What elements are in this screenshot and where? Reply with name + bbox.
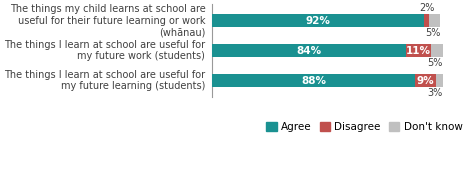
Bar <box>415 74 436 87</box>
Bar <box>424 14 429 27</box>
Text: 5%: 5% <box>425 28 440 38</box>
Bar <box>212 14 424 27</box>
Bar <box>436 74 443 87</box>
Text: 92%: 92% <box>306 16 331 26</box>
Text: 88%: 88% <box>301 76 326 86</box>
Bar <box>212 74 415 87</box>
Legend: Agree, Disagree, Don't know: Agree, Disagree, Don't know <box>262 118 467 136</box>
Text: 9%: 9% <box>417 76 434 86</box>
Text: 5%: 5% <box>427 58 443 68</box>
Text: 2%: 2% <box>419 3 434 13</box>
Text: 11%: 11% <box>406 45 431 56</box>
Text: 3%: 3% <box>428 88 443 98</box>
Bar <box>429 14 440 27</box>
Text: 84%: 84% <box>297 45 321 56</box>
Bar <box>431 44 443 57</box>
Bar <box>212 44 406 57</box>
Bar <box>406 44 431 57</box>
